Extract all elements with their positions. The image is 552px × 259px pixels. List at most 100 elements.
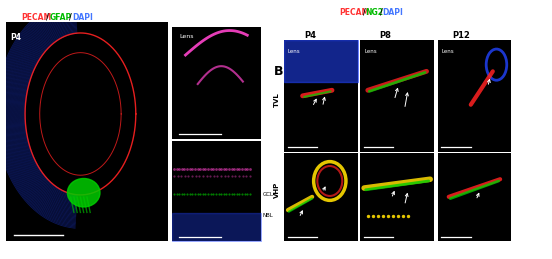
Point: [204, 192, 213, 196]
Text: PECAM: PECAM: [21, 13, 51, 22]
Point: [209, 174, 218, 178]
Text: /: /: [380, 8, 383, 17]
Text: A: A: [7, 21, 16, 34]
Text: /: /: [69, 13, 72, 22]
Text: NG2: NG2: [365, 8, 384, 17]
Point: [172, 192, 181, 196]
Text: Lens: Lens: [442, 49, 454, 54]
Point: [240, 167, 249, 171]
Text: P12: P12: [453, 31, 470, 40]
Point: [222, 167, 231, 171]
Point: [180, 167, 189, 171]
Point: [238, 192, 247, 196]
Point: [213, 174, 222, 178]
Point: [227, 192, 236, 196]
Text: P4: P4: [304, 31, 316, 40]
Point: [185, 192, 194, 196]
Point: [246, 174, 254, 178]
Point: [209, 192, 217, 196]
Text: B: B: [274, 65, 284, 78]
Point: [172, 167, 181, 171]
Point: [379, 214, 388, 218]
Point: [368, 214, 377, 218]
Point: [196, 192, 205, 196]
Point: [232, 167, 241, 171]
Point: [196, 167, 205, 171]
Point: [177, 174, 185, 178]
Point: [183, 167, 192, 171]
Point: [188, 174, 197, 178]
Point: [235, 174, 243, 178]
Text: GFAP: GFAP: [49, 13, 71, 22]
Point: [209, 167, 217, 171]
Point: [211, 192, 220, 196]
Text: DAPI: DAPI: [72, 13, 93, 22]
Point: [224, 174, 232, 178]
Text: /: /: [363, 8, 365, 17]
Text: PECAM: PECAM: [339, 8, 370, 17]
Point: [216, 174, 225, 178]
Point: [217, 192, 226, 196]
Point: [201, 192, 210, 196]
Point: [169, 192, 178, 196]
Point: [363, 214, 372, 218]
Point: [394, 214, 402, 218]
Point: [384, 214, 392, 218]
Text: VHP: VHP: [274, 182, 280, 198]
Point: [181, 174, 189, 178]
Point: [230, 167, 238, 171]
Point: [177, 167, 186, 171]
Point: [232, 192, 241, 196]
Point: [185, 167, 194, 171]
Text: P8: P8: [379, 31, 391, 40]
Point: [389, 214, 397, 218]
Point: [246, 192, 254, 196]
Point: [177, 192, 186, 196]
Point: [206, 174, 215, 178]
Point: [235, 192, 244, 196]
Point: [220, 174, 229, 178]
Point: [175, 167, 184, 171]
Point: [240, 192, 249, 196]
Point: [243, 192, 252, 196]
Point: [193, 192, 202, 196]
Text: GCL: GCL: [262, 191, 273, 197]
Point: [184, 174, 193, 178]
Ellipse shape: [67, 178, 100, 207]
Point: [225, 167, 233, 171]
Text: /: /: [46, 13, 49, 22]
Point: [214, 192, 223, 196]
Point: [235, 167, 244, 171]
Point: [399, 214, 407, 218]
Point: [211, 167, 220, 171]
Point: [238, 167, 247, 171]
Text: NBL: NBL: [262, 213, 273, 218]
Point: [198, 167, 207, 171]
Point: [195, 174, 204, 178]
Point: [190, 167, 199, 171]
Point: [246, 167, 254, 171]
Point: [201, 167, 210, 171]
Point: [227, 167, 236, 171]
Point: [225, 192, 233, 196]
Point: [206, 192, 215, 196]
Point: [230, 192, 238, 196]
Point: [243, 167, 252, 171]
Text: P4: P4: [10, 33, 22, 42]
Text: Lens: Lens: [179, 34, 194, 39]
Point: [231, 174, 240, 178]
Point: [175, 192, 184, 196]
Point: [180, 192, 189, 196]
Point: [183, 192, 192, 196]
Point: [169, 167, 178, 171]
Point: [173, 174, 182, 178]
Point: [198, 192, 207, 196]
Point: [190, 192, 199, 196]
Point: [404, 214, 412, 218]
Point: [222, 192, 231, 196]
Point: [204, 167, 213, 171]
Point: [188, 192, 197, 196]
Point: [214, 167, 223, 171]
Point: [199, 174, 208, 178]
Point: [219, 192, 228, 196]
